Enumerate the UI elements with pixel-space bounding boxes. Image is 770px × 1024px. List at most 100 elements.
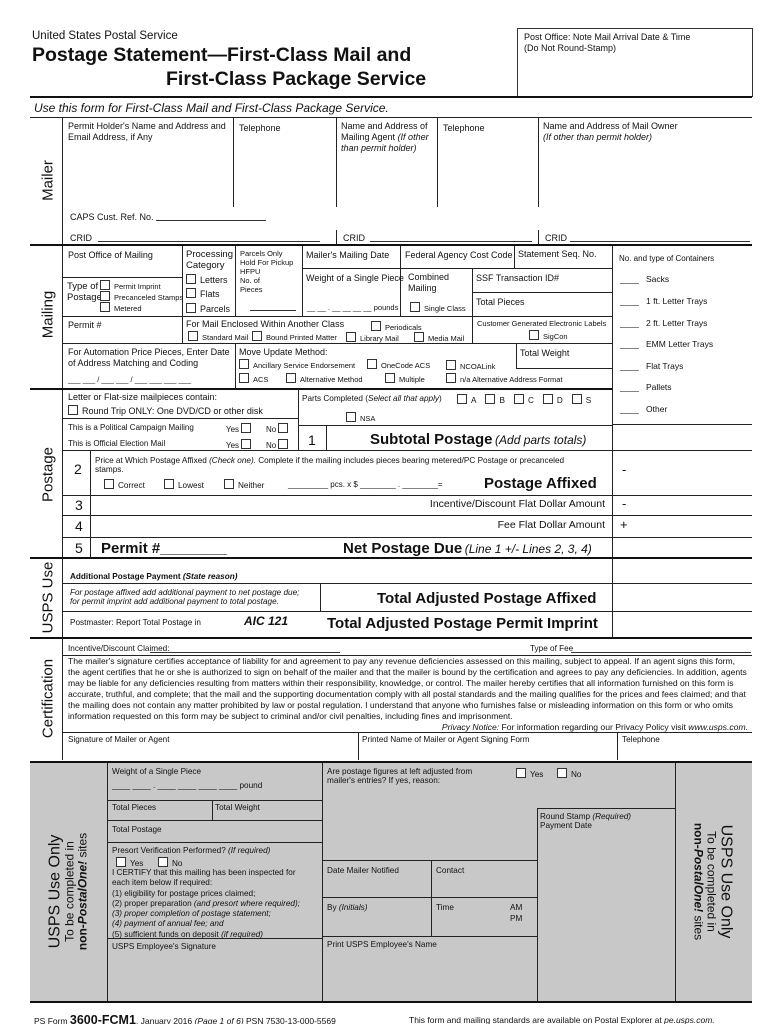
post-office-arrival-box[interactable] [517, 28, 753, 97]
standard-mail-checkbox[interactable]: Standard Mail [188, 331, 248, 342]
checkbox[interactable] [367, 359, 377, 369]
container-item[interactable]: ____ Pallets [620, 382, 672, 393]
usps-weight-input[interactable]: ____ ____ . ____ ____ ____ ____ pound [112, 781, 263, 790]
checkbox[interactable] [513, 394, 524, 404]
container-count-input[interactable]: ____ [620, 382, 639, 392]
caps-input[interactable] [156, 220, 266, 221]
na-alternative-address-checkbox[interactable]: n/a Alternative Address Format [446, 373, 563, 384]
by-initials-field[interactable]: By (Initials) [327, 903, 368, 912]
correct-checkbox[interactable]: Correct [104, 479, 145, 490]
round-stamp-area[interactable]: Round Stamp (Required) Payment Date [540, 812, 632, 830]
container-item[interactable]: ____ EMM Letter Trays [620, 339, 713, 350]
ancillary-endorsement-checkbox[interactable]: Ancillary Service Endorsement [239, 359, 355, 370]
pieces-price-input[interactable]: _________ pcs. x $ ________ . ________= [288, 480, 443, 489]
telephone-field[interactable]: Telephone [239, 123, 281, 133]
mailing-date-field[interactable]: Mailer's Mailing Date [306, 250, 390, 260]
letters-checkbox[interactable]: Letters [186, 274, 228, 286]
presort-yes-checkbox[interactable]: Yes [116, 857, 143, 868]
agent-telephone-field[interactable]: Telephone [443, 123, 485, 133]
checkbox[interactable] [446, 360, 456, 370]
crid-input-1[interactable] [98, 241, 320, 242]
checkbox[interactable] [410, 302, 420, 312]
checkbox[interactable] [542, 394, 553, 404]
multiple-checkbox[interactable]: Multiple [385, 373, 425, 384]
checkbox[interactable] [186, 288, 196, 298]
type-of-fee-input[interactable] [571, 652, 751, 653]
checkbox[interactable] [104, 479, 114, 489]
political-yes-checkbox[interactable]: Yes [226, 423, 255, 434]
signature-field[interactable]: Signature of Mailer or Agent [68, 735, 170, 744]
contact-field[interactable]: Contact [436, 866, 465, 875]
checkbox[interactable] [371, 321, 381, 331]
parcels-checkbox[interactable]: Parcels [186, 303, 230, 315]
container-count-input[interactable]: ____ [620, 318, 639, 328]
total-weight-field[interactable]: Total Weight [520, 348, 570, 358]
onecode-acs-checkbox[interactable]: OneCode ACS [367, 359, 430, 370]
checkbox[interactable] [100, 302, 110, 312]
container-item[interactable]: ____ Other [620, 404, 667, 415]
mailing-agent-field[interactable]: Name and Address of Mailing Agent (If oth… [341, 121, 429, 154]
container-count-input[interactable]: ____ [620, 339, 639, 349]
election-no-checkbox[interactable]: No [266, 439, 292, 450]
container-count-input[interactable]: ____ [620, 361, 639, 371]
part-b-checkbox[interactable]: B [485, 394, 505, 405]
container-count-input[interactable]: ____ [620, 296, 639, 306]
checkbox[interactable] [116, 857, 126, 867]
checkbox[interactable] [100, 291, 110, 301]
part-d-checkbox[interactable]: D [542, 394, 563, 405]
date-mailer-notified-field[interactable]: Date Mailer Notified [327, 866, 399, 875]
checkbox[interactable] [278, 439, 289, 449]
container-item[interactable]: ____ Sacks [620, 274, 669, 285]
checkbox[interactable] [446, 373, 456, 383]
adjusted-no-checkbox[interactable]: No [557, 768, 581, 779]
flats-checkbox[interactable]: Flats [186, 288, 220, 300]
permit-imprint-checkbox[interactable]: Permit Imprint [100, 280, 161, 291]
checkbox[interactable] [278, 423, 289, 433]
checkbox[interactable] [239, 359, 249, 369]
permit-holder-label[interactable]: Permit Holder's Name and Address and Emai… [68, 121, 226, 143]
printed-name-field[interactable]: Printed Name of Mailer or Agent Signing … [362, 735, 530, 744]
checkbox[interactable] [485, 394, 496, 404]
checkbox[interactable] [557, 768, 567, 778]
statement-seq-field[interactable]: Statement Seq. No. [518, 249, 597, 259]
checkbox[interactable] [286, 373, 296, 383]
ssf-transaction-id-field[interactable]: SSF Transaction ID# [476, 273, 560, 283]
container-item[interactable]: ____ Flat Trays [620, 361, 683, 372]
time-field[interactable]: Time [436, 903, 454, 912]
container-count-input[interactable]: ____ [620, 274, 639, 284]
alternative-method-checkbox[interactable]: Alternative Method [286, 373, 363, 384]
checkbox[interactable] [241, 439, 252, 449]
usps-total-postage-field[interactable]: Total Postage [112, 825, 162, 834]
post-office-of-mailing-field[interactable]: Post Office of Mailing [68, 250, 153, 260]
ncoalink-checkbox[interactable]: NCOALink [446, 360, 495, 371]
single-class-checkbox[interactable]: Single Class [410, 302, 466, 313]
postal-explorer-link[interactable]: pe.usps.com. [664, 1015, 715, 1024]
checkbox[interactable] [158, 857, 168, 867]
political-no-checkbox[interactable]: No [266, 423, 292, 434]
checkbox[interactable] [346, 412, 356, 422]
usps-total-pieces-field[interactable]: Total Pieces [112, 803, 157, 812]
checkbox[interactable] [529, 330, 539, 340]
mail-owner-field[interactable]: Name and Address of Mail Owner (If other … [543, 121, 678, 143]
library-mail-checkbox[interactable]: Library Mail [346, 332, 399, 343]
precanceled-stamps-checkbox[interactable]: Precanceled Stamps [100, 291, 183, 302]
weight-input[interactable]: __ __ . __ __ __ __ pounds [307, 303, 399, 312]
part-s-checkbox[interactable]: S [571, 394, 591, 405]
container-item[interactable]: ____ 1 ft. Letter Trays [620, 296, 707, 307]
lowest-checkbox[interactable]: Lowest [164, 479, 204, 490]
neither-checkbox[interactable]: Neither [224, 479, 264, 490]
acs-checkbox[interactable]: ACS [239, 373, 268, 384]
checkbox[interactable] [241, 423, 252, 433]
periodicals-checkbox[interactable]: Periodicals [371, 321, 422, 332]
crid-input-3[interactable] [570, 241, 750, 242]
checkbox[interactable] [385, 373, 395, 383]
crid-input-2[interactable] [370, 241, 532, 242]
adjusted-yes-checkbox[interactable]: Yes [516, 768, 543, 779]
checkbox[interactable] [239, 373, 249, 383]
usps-total-weight-field[interactable]: Total Weight [215, 803, 260, 812]
part-c-checkbox[interactable]: C [513, 394, 534, 405]
signer-telephone-field[interactable]: Telephone [622, 735, 660, 744]
metered-checkbox[interactable]: Metered [100, 302, 142, 313]
bound-printed-matter-checkbox[interactable]: Bound Printed Matter [252, 331, 337, 342]
nsa-checkbox[interactable]: NSA [346, 412, 375, 423]
